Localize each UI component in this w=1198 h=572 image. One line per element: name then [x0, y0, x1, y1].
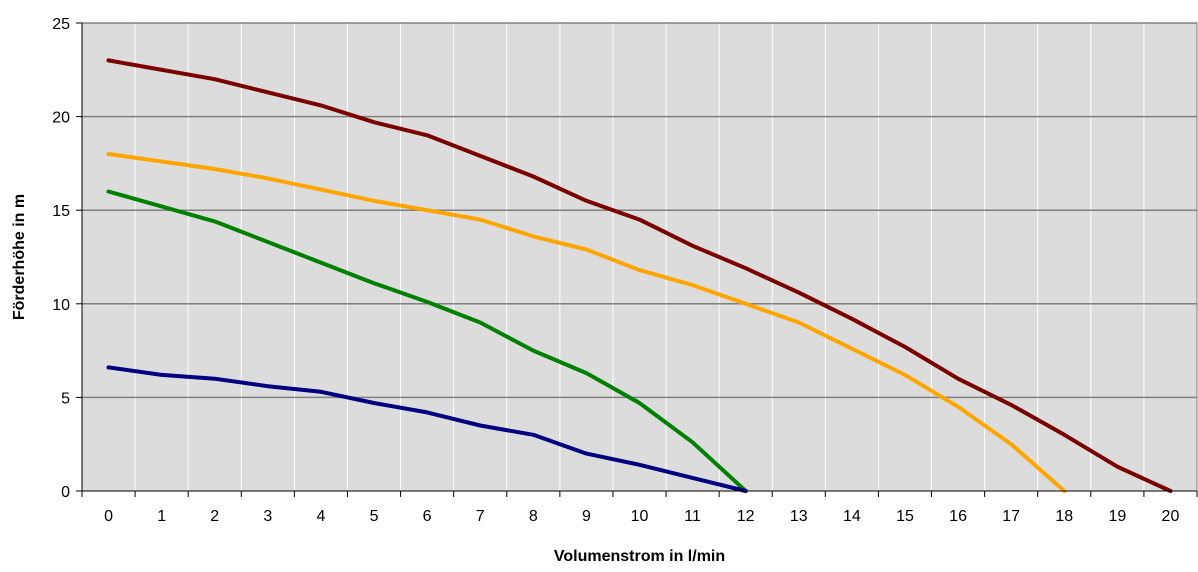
- x-tick-label: 1: [157, 508, 166, 525]
- x-axis: 0 1 2 3 4 5 6 7 8 9 10 11 12 13 14 15 16 17 18 19 20: [81, 490, 1198, 525]
- x-axis-title: Volumenstrom in l/min: [554, 548, 725, 565]
- x-tick-label: 20: [1162, 508, 1180, 525]
- x-tick-label: 18: [1055, 508, 1073, 525]
- vertical-gridlines: [134, 23, 1145, 491]
- x-tick-label: 9: [582, 508, 591, 525]
- x-tick-label: 5: [370, 508, 379, 525]
- x-tick-label: 6: [423, 508, 432, 525]
- x-tick-label: 15: [896, 508, 914, 525]
- x-tick-label: 7: [476, 508, 485, 525]
- x-tick-label: 3: [263, 508, 272, 525]
- x-tick-label: 0: [104, 508, 113, 525]
- x-tick-label: 11: [684, 508, 701, 525]
- y-tick-label: 0: [61, 484, 70, 501]
- x-tick-label: 16: [949, 508, 967, 525]
- x-tick-label: 8: [529, 508, 538, 525]
- y-axis-title: Förderhöhe in m: [11, 194, 28, 320]
- series-line-3: [106, 189, 748, 493]
- x-tick-label: 10: [631, 508, 649, 525]
- x-tick-label: 17: [1002, 508, 1020, 525]
- x-tick-label: 13: [790, 508, 808, 525]
- y-tick-label: 20: [52, 110, 70, 127]
- y-axis: 0 5 10 15 20 25: [52, 16, 83, 501]
- y-tick-label: 10: [52, 297, 70, 314]
- y-tick-label: 25: [52, 16, 70, 33]
- series-layer: [106, 58, 1173, 493]
- plot-area: [82, 23, 1197, 491]
- series-line-1: [106, 58, 1173, 493]
- y-tick-label: 15: [52, 203, 70, 220]
- x-tick-label: 12: [737, 508, 755, 525]
- y-tick-label: 5: [61, 390, 70, 407]
- series-line-4: [106, 365, 748, 493]
- series-line-2: [106, 152, 1067, 493]
- x-tick-label: 14: [843, 508, 861, 525]
- x-tick-label: 19: [1108, 508, 1126, 525]
- x-tick-label: 2: [210, 508, 219, 525]
- x-tick-label: 4: [316, 508, 325, 525]
